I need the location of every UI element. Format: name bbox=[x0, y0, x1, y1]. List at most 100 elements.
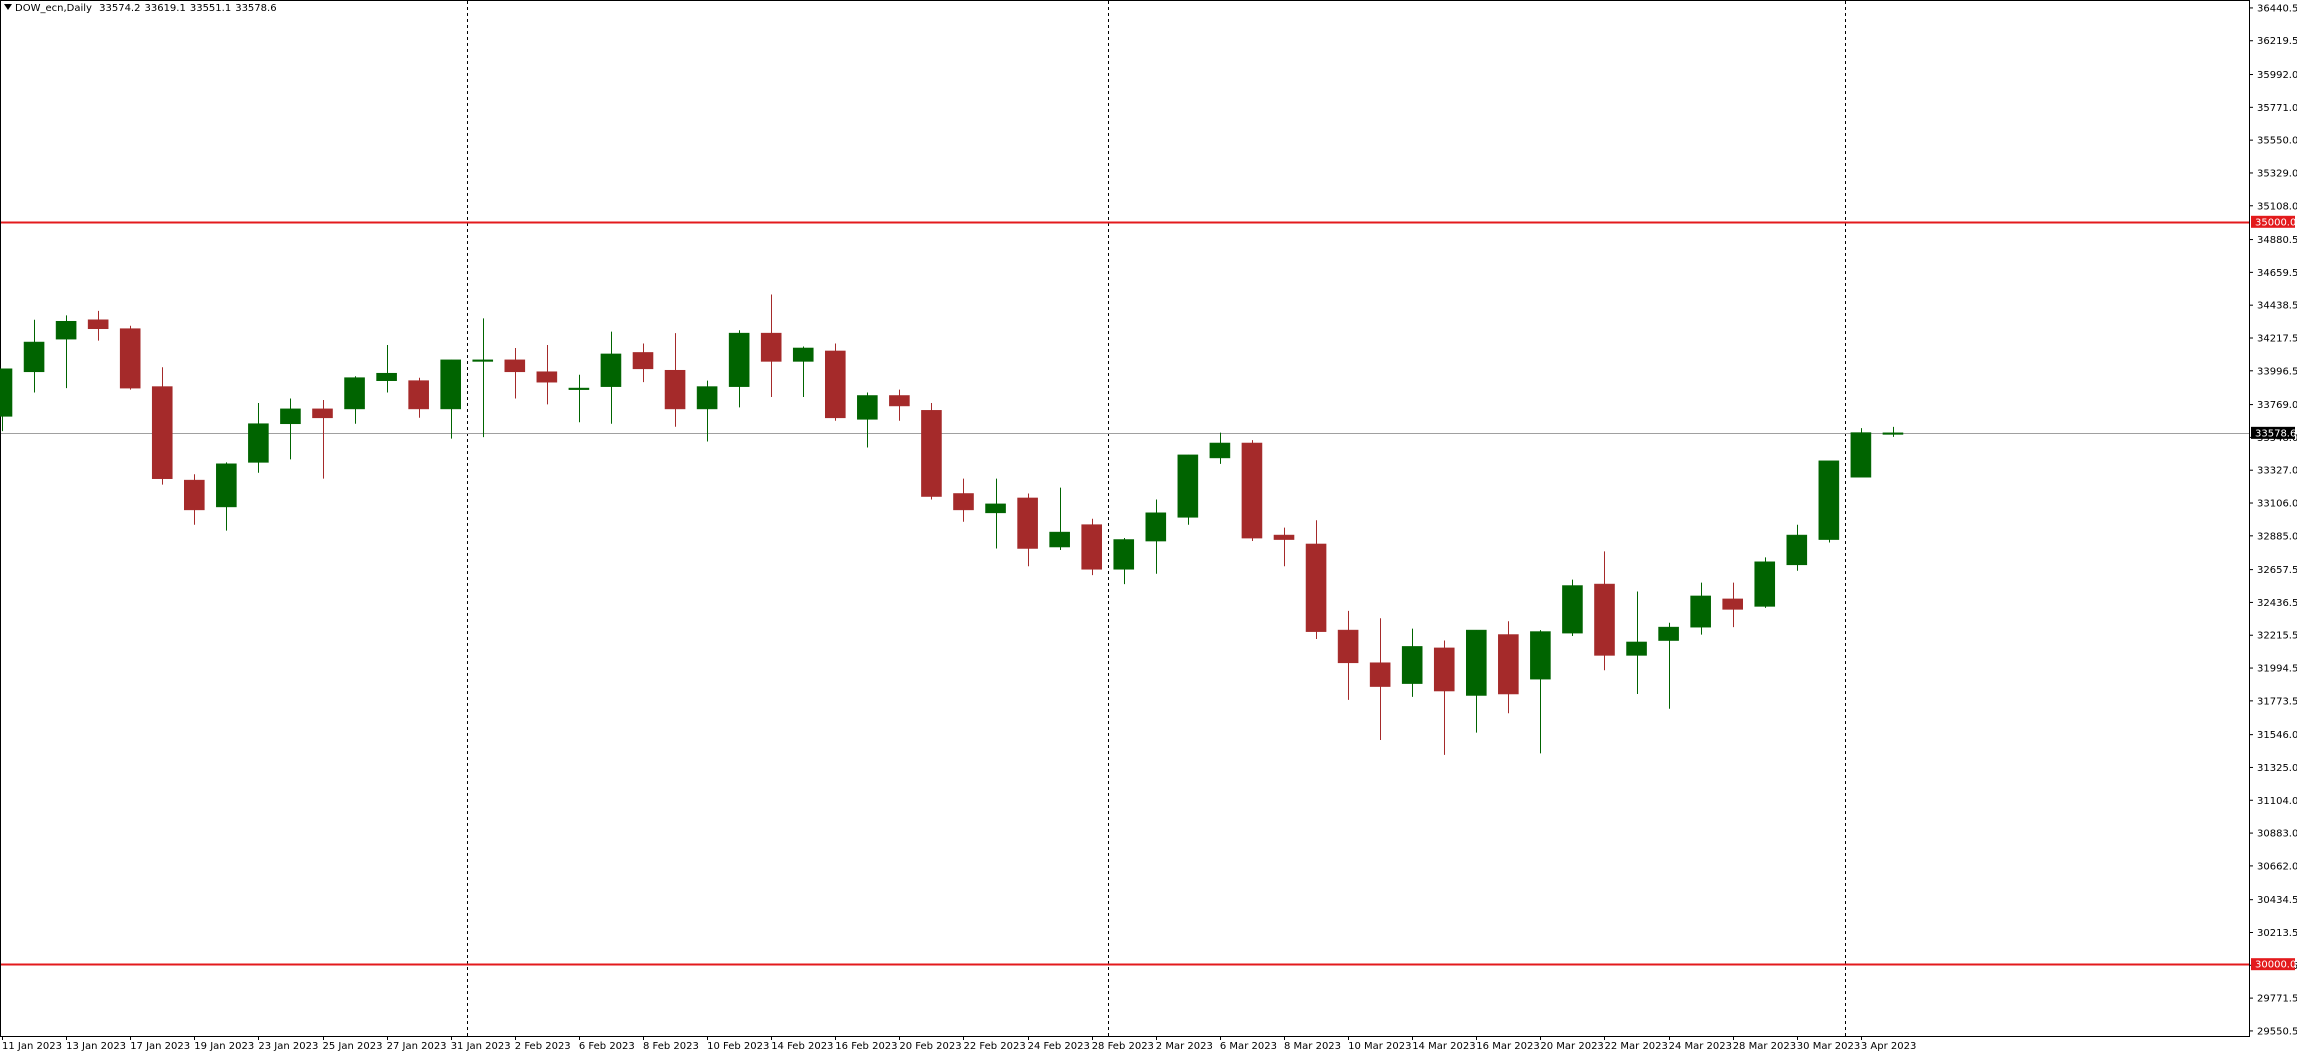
price-tick-label: 32436.5 bbox=[2257, 598, 2297, 609]
candle-body bbox=[1594, 583, 1615, 656]
candle-body bbox=[1818, 460, 1840, 540]
low-value: 33551.1 bbox=[189, 3, 232, 14]
candle-body bbox=[280, 408, 301, 425]
price-tick-label: 34880.5 bbox=[2257, 235, 2297, 246]
candle-body bbox=[248, 423, 269, 463]
time-tick-label: 11 Jan 2023 bbox=[2, 1041, 62, 1052]
time-tick-label: 16 Feb 2023 bbox=[835, 1041, 897, 1052]
price-tick-label: 33769.0 bbox=[2257, 400, 2297, 411]
close-value: 33578.6 bbox=[235, 3, 277, 14]
candle-body bbox=[1786, 534, 1808, 566]
candle-body bbox=[792, 347, 814, 362]
candle-body bbox=[216, 463, 237, 508]
time-tick-label: 14 Feb 2023 bbox=[771, 1041, 833, 1052]
candle-body bbox=[440, 359, 462, 410]
level-price-badge bbox=[2251, 958, 2295, 971]
candle-body bbox=[1305, 543, 1327, 632]
time-tick-label: 30 Mar 2023 bbox=[1797, 1041, 1860, 1052]
candle-body bbox=[1690, 595, 1711, 628]
time-axis: 11 Jan 2023 13 Jan 2023 17 Jan 2023 19 Jan … bbox=[2, 1036, 1916, 1052]
time-tick-label: 3 Apr 2023 bbox=[1861, 1041, 1916, 1052]
price-tick-label: 35992.0 bbox=[2257, 70, 2297, 81]
time-tick-label: 10 Mar 2023 bbox=[1348, 1041, 1411, 1052]
time-tick-label: 19 Jan 2023 bbox=[194, 1041, 254, 1052]
chart-frame bbox=[0, 0, 2250, 1037]
horizontal-levels bbox=[1, 221, 2249, 966]
candle-body bbox=[728, 332, 750, 387]
time-tick-label: 6 Mar 2023 bbox=[1220, 1041, 1277, 1052]
time-tick-label: 6 Feb 2023 bbox=[579, 1041, 635, 1052]
time-tick-label: 24 Mar 2023 bbox=[1669, 1041, 1732, 1052]
candle-body bbox=[1081, 524, 1102, 570]
time-tick-label: 22 Mar 2023 bbox=[1605, 1041, 1668, 1052]
price-tick-label: 35329.0 bbox=[2257, 168, 2297, 179]
grid-separators bbox=[467, 1, 1846, 1036]
price-tick-label: 33106.0 bbox=[2257, 499, 2297, 510]
price-tick-label: 33996.5 bbox=[2257, 366, 2297, 377]
candle-body bbox=[1017, 497, 1038, 549]
candle-body bbox=[1562, 585, 1583, 634]
time-tick-label: 2 Feb 2023 bbox=[515, 1041, 571, 1052]
candle-body bbox=[1241, 442, 1263, 539]
candle-body bbox=[184, 479, 205, 511]
collapse-triangle-icon[interactable] bbox=[4, 4, 12, 10]
candle-body bbox=[985, 503, 1006, 514]
candle-body bbox=[472, 359, 494, 362]
price-tick-label: 31773.5 bbox=[2257, 696, 2297, 707]
time-tick-label: 20 Feb 2023 bbox=[899, 1041, 961, 1052]
candle-body bbox=[1722, 598, 1743, 610]
current-price-badge bbox=[2251, 426, 2295, 439]
candle-body bbox=[1850, 432, 1872, 478]
price-tick-label: 35550.0 bbox=[2257, 136, 2297, 147]
symbol-label: DOW_ecn,Daily bbox=[15, 3, 92, 14]
high-value: 33619.1 bbox=[144, 3, 186, 14]
price-tick-label: 35771.0 bbox=[2257, 103, 2297, 114]
candle-body bbox=[632, 352, 654, 370]
time-tick-label: 2 Mar 2023 bbox=[1156, 1041, 1213, 1052]
time-tick-label: 28 Mar 2023 bbox=[1733, 1041, 1796, 1052]
price-tick-label: 34659.5 bbox=[2257, 268, 2297, 279]
time-tick-label: 14 Mar 2023 bbox=[1412, 1041, 1475, 1052]
candle-body bbox=[1401, 646, 1423, 684]
candle-body bbox=[568, 387, 590, 390]
candle-body bbox=[536, 371, 558, 383]
candle-body bbox=[953, 493, 974, 511]
candle-body bbox=[696, 386, 718, 410]
price-tick-label: 30434.5 bbox=[2257, 895, 2297, 906]
price-tick-label: 32885.0 bbox=[2257, 531, 2297, 542]
current-price-label: 33578.6 bbox=[2255, 428, 2296, 439]
candle-body bbox=[55, 320, 77, 340]
time-tick-label: 24 Feb 2023 bbox=[1028, 1041, 1090, 1052]
candle-body bbox=[857, 395, 878, 420]
candle-body bbox=[760, 332, 782, 362]
candle-body bbox=[1177, 454, 1199, 518]
candle-body bbox=[600, 353, 622, 387]
candle-body bbox=[1658, 626, 1679, 641]
time-tick-label: 8 Feb 2023 bbox=[643, 1041, 699, 1052]
candle-body bbox=[312, 408, 333, 419]
candle-body bbox=[1433, 647, 1455, 692]
price-tick-label: 34438.5 bbox=[2257, 301, 2297, 312]
price-tick-label: 31546.0 bbox=[2257, 730, 2297, 741]
price-tick-label: 32215.5 bbox=[2257, 631, 2297, 642]
price-tick-label: 35108.0 bbox=[2257, 201, 2297, 212]
candles bbox=[0, 294, 1904, 755]
price-tick-label: 31104.0 bbox=[2257, 796, 2297, 807]
candle-body bbox=[824, 350, 846, 419]
candle-body bbox=[1145, 512, 1167, 542]
time-tick-label: 10 Feb 2023 bbox=[707, 1041, 769, 1052]
candle-body bbox=[1754, 561, 1776, 607]
price-tick-label: 33327.0 bbox=[2257, 466, 2297, 477]
price-tick-label: 36219.5 bbox=[2257, 36, 2297, 47]
price-tick-label: 29550.5 bbox=[2257, 1026, 2297, 1037]
level-price-label: 35000.0 bbox=[2255, 217, 2296, 228]
candle-body bbox=[1626, 641, 1647, 656]
price-tick-label: 32657.5 bbox=[2257, 565, 2297, 576]
price-tick-label: 31994.5 bbox=[2257, 664, 2297, 675]
time-tick-label: 25 Jan 2023 bbox=[323, 1041, 383, 1052]
price-axis: 36440.5 36219.5 35992.0 35771.0 35550.0 35329… bbox=[2249, 3, 2297, 1037]
candle-body bbox=[1113, 539, 1135, 570]
time-tick-label: 23 Jan 2023 bbox=[258, 1041, 318, 1052]
price-tick-label: 30213.5 bbox=[2257, 928, 2297, 939]
